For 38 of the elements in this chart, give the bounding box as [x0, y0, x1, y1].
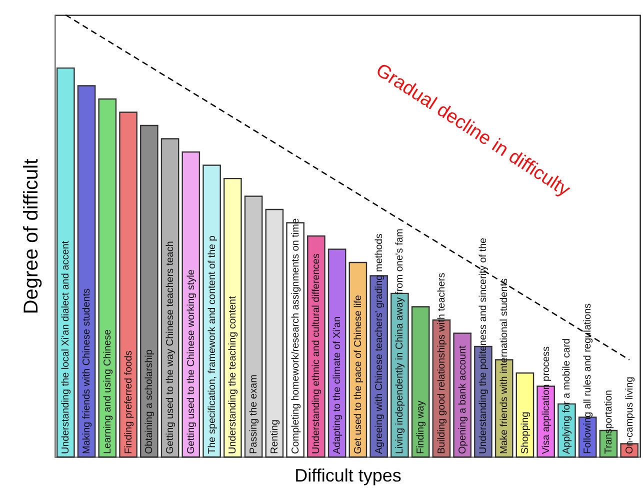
bar: [98, 98, 117, 458]
x-tick-label: Opening a bank account: [457, 345, 468, 454]
x-tick-label: Getting used to the way Chinese teachers teach: [165, 241, 176, 454]
x-tick-label: Agreeing with Chinese teachers' grading methods: [374, 234, 385, 454]
bar: [224, 178, 242, 458]
x-tick-label: Completing homework/research assignments on time: [290, 218, 302, 454]
x-tick-label: Getting used to the Chinese working style: [186, 269, 197, 454]
x-tick-label: The specification, framework and content of the p: [206, 235, 218, 454]
x-tick-label: Obtaining a scholarship: [144, 349, 156, 454]
x-tick-label: Finding way: [416, 400, 427, 454]
bar: [77, 85, 96, 458]
bar: [265, 208, 284, 458]
x-tick-label: Learning and using Chinese: [102, 329, 114, 454]
x-tick-label: Make friends with international students: [499, 278, 510, 454]
bar: [244, 196, 263, 458]
x-tick-label: Visa application process: [540, 346, 552, 454]
x-tick-label: Renting: [269, 420, 280, 454]
x-tick-label: Making friends with Chinese students: [82, 288, 93, 454]
x-tick-label: Understanding the local Xi'an dialect and accent: [60, 240, 72, 454]
x-tick-label: Get used to the pace of Chinese life: [352, 294, 364, 454]
x-tick-label: Understanding the teaching content: [228, 296, 239, 454]
x-tick-label: Building good relationships with teachers: [436, 272, 448, 454]
bar: [411, 306, 430, 458]
x-axis-title: Difficult types: [294, 466, 402, 486]
x-tick-label: Following all rules and regulations: [582, 303, 594, 454]
x-tick-label: Living independently in China away from one's fam: [394, 228, 406, 454]
x-tick-label: On-campus living: [624, 376, 636, 454]
x-tick-label: Understanding the politeness and sincerity of the: [478, 237, 490, 454]
bar: [119, 112, 138, 458]
y-axis-title: Degree of difficult: [20, 158, 42, 314]
x-tick-label: Transportation: [603, 390, 614, 454]
bar: [56, 67, 75, 458]
x-tick-label: Adapting to the climate of Xi'an: [332, 316, 344, 454]
x-tick-label: Passing the exam: [248, 374, 260, 454]
x-tick-label: Finding preferred foods: [123, 350, 134, 454]
x-tick-label: Shopping: [520, 412, 531, 454]
x-tick-label: Applying for a mobile card: [562, 338, 573, 454]
x-tick-label: Understanding ethnic and cultural differences: [311, 254, 322, 454]
